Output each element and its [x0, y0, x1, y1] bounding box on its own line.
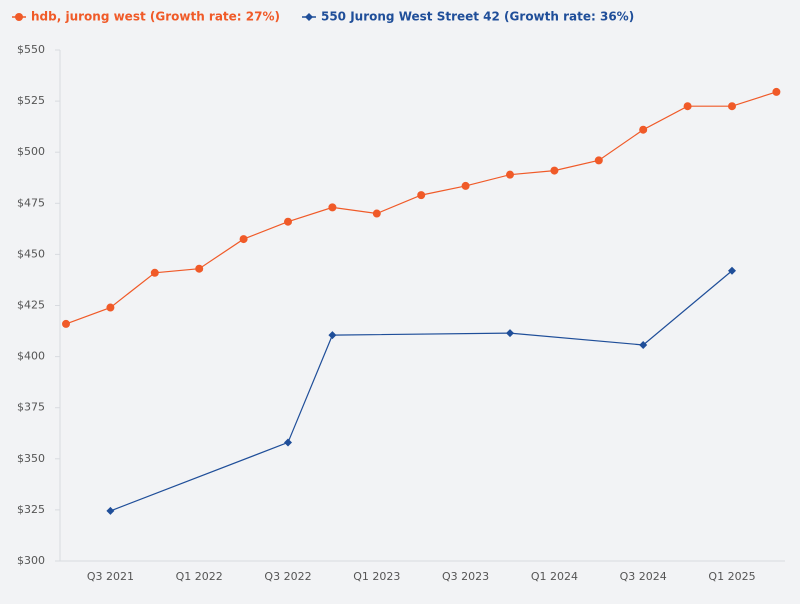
y-tick-label: $525 [17, 94, 45, 107]
data-point [372, 209, 381, 218]
legend-label: 550 Jurong West Street 42 (Growth rate: … [321, 10, 634, 24]
data-point [772, 87, 781, 96]
legend-marker [15, 13, 23, 21]
legend-marker [304, 13, 313, 21]
x-tick-label: Q3 2021 [87, 570, 134, 583]
y-tick-label: $475 [17, 196, 45, 209]
x-tick-label: Q3 2022 [264, 570, 311, 583]
data-point [284, 438, 292, 447]
data-point [461, 181, 470, 190]
data-point [728, 102, 736, 111]
y-tick-label: $500 [17, 145, 45, 158]
data-point [106, 506, 115, 515]
data-point [195, 264, 204, 273]
x-tick-label: Q3 2023 [442, 570, 489, 583]
data-point [284, 217, 292, 226]
data-point [639, 125, 648, 134]
data-point [639, 340, 648, 349]
x-tick-label: Q1 2024 [531, 570, 578, 583]
data-point [150, 268, 159, 277]
y-tick-label: $400 [17, 350, 45, 363]
data-point [106, 303, 115, 312]
data-point [328, 203, 337, 212]
y-tick-label: $325 [17, 503, 45, 516]
data-point [594, 156, 603, 165]
legend-label: hdb, jurong west (Growth rate: 27%) [31, 10, 280, 24]
x-tick-label: Q3 2024 [620, 570, 667, 583]
y-tick-label: $550 [17, 43, 45, 56]
x-tick-label: Q1 2023 [353, 570, 400, 583]
y-tick-label: $375 [17, 401, 45, 414]
y-tick-label: $300 [17, 554, 45, 567]
data-point [62, 319, 70, 328]
y-tick-label: $425 [17, 299, 45, 312]
data-point [683, 102, 692, 111]
data-point [550, 166, 559, 175]
data-point [506, 329, 514, 338]
data-point [417, 191, 426, 200]
data-point [239, 235, 248, 244]
data-point [728, 266, 736, 275]
y-tick-label: $350 [17, 452, 45, 465]
x-tick-label: Q1 2025 [708, 570, 755, 583]
series-line [110, 270, 733, 512]
x-tick-label: Q1 2022 [176, 570, 223, 583]
data-point [506, 170, 514, 179]
y-tick-label: $450 [17, 247, 45, 260]
series-line [65, 91, 777, 325]
data-point [328, 331, 337, 340]
